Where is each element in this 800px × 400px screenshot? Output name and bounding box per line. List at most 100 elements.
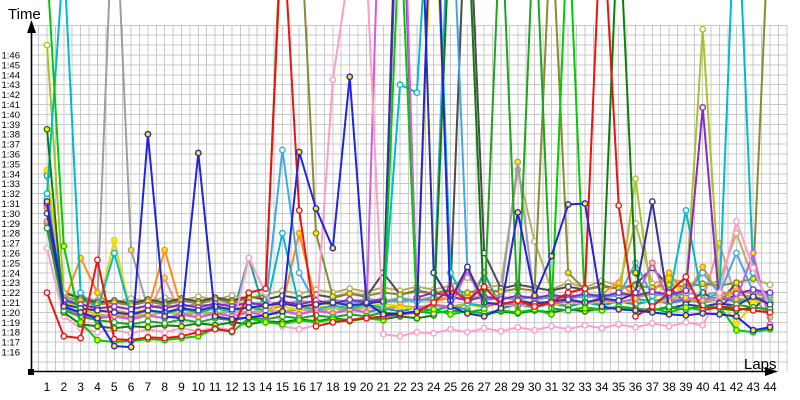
series-marker — [598, 324, 606, 332]
y-tick-label: 1:28 — [2, 229, 21, 240]
series-marker — [632, 175, 639, 183]
series-marker — [278, 229, 286, 237]
series-marker — [43, 244, 51, 252]
y-tick-label: 1:24 — [2, 268, 21, 279]
series-marker — [430, 329, 438, 337]
x-tick-label: 13 — [242, 380, 256, 394]
series-marker — [413, 307, 421, 315]
series-marker — [733, 217, 740, 225]
series-marker — [295, 325, 303, 333]
series-marker — [278, 320, 286, 328]
y-tick-label: 1:29 — [2, 219, 21, 230]
y-tick-label: 1:32 — [2, 189, 21, 200]
series-marker — [278, 146, 286, 154]
x-tick-label: 31 — [545, 380, 559, 394]
x-tick-label: 4 — [94, 380, 101, 394]
series-marker — [699, 309, 707, 317]
series-marker — [615, 305, 623, 313]
x-axis-title: Laps — [744, 356, 777, 373]
x-tick-label: 27 — [477, 380, 491, 394]
series-marker — [43, 224, 51, 232]
series-marker — [144, 323, 152, 331]
series-marker — [682, 318, 690, 326]
series-marker — [228, 327, 236, 335]
series-marker — [564, 325, 572, 333]
series-marker — [514, 297, 522, 304]
series-marker — [463, 328, 471, 336]
x-tick-label: 19 — [343, 380, 357, 394]
series-marker — [60, 242, 68, 250]
series-marker — [161, 246, 169, 254]
series-marker — [77, 334, 85, 342]
series-marker — [548, 322, 555, 330]
series-marker — [295, 269, 303, 277]
y-tick-label: 1:18 — [2, 328, 21, 339]
y-tick-label: 1:20 — [2, 308, 21, 319]
y-tick-label: 1:40 — [2, 110, 21, 121]
series-marker — [514, 323, 522, 331]
series-marker — [295, 229, 303, 237]
series-marker — [632, 312, 639, 320]
series-marker — [733, 312, 740, 320]
series-marker — [581, 304, 589, 312]
series-marker — [245, 289, 253, 296]
x-tick-label: 36 — [629, 380, 643, 394]
x-tick-label: 20 — [360, 380, 374, 394]
series-marker — [430, 305, 438, 313]
series-marker — [564, 201, 572, 208]
series-marker — [178, 314, 185, 322]
x-tick-label: 33 — [578, 380, 592, 394]
x-tick-label: 3 — [77, 380, 84, 394]
series-marker — [144, 333, 152, 341]
series-marker — [110, 308, 118, 316]
x-tick-label: 39 — [679, 380, 693, 394]
series-marker — [615, 320, 623, 328]
series-marker — [77, 289, 85, 296]
series-marker — [396, 81, 404, 89]
x-tick-label: 18 — [326, 380, 340, 394]
y-tick-label: 1:22 — [2, 288, 21, 299]
x-tick-label: 12 — [225, 380, 239, 394]
series-marker — [564, 283, 572, 291]
tick-labels: 1:161:171:181:191:201:211:221:231:241:25… — [2, 51, 777, 395]
x-tick-label: 42 — [730, 380, 744, 394]
series-marker — [766, 308, 774, 316]
series-marker — [295, 148, 303, 156]
series-marker — [110, 318, 118, 326]
axes — [27, 20, 778, 376]
x-tick-label: 32 — [562, 380, 576, 394]
series-marker — [396, 332, 404, 340]
series-marker — [262, 318, 269, 326]
y-tick-label: 1:25 — [2, 258, 21, 269]
series-marker — [463, 289, 471, 296]
series-marker — [161, 312, 169, 320]
series-marker — [581, 200, 589, 207]
series-marker — [447, 325, 454, 333]
x-tick-label: 10 — [192, 380, 206, 394]
x-tick-label: 35 — [612, 380, 626, 394]
series-marker — [716, 303, 723, 310]
series-marker — [548, 310, 555, 318]
series-marker — [144, 306, 152, 314]
series-marker — [110, 249, 118, 257]
series-marker — [43, 125, 51, 133]
series-marker — [94, 322, 101, 330]
x-tick-label: 28 — [494, 380, 508, 394]
series-marker — [766, 289, 774, 296]
y-tick-label: 1:33 — [2, 179, 21, 190]
series-marker — [648, 303, 656, 310]
series-marker — [245, 304, 253, 311]
y-tick-label: 1:34 — [2, 169, 21, 180]
series-marker — [480, 283, 488, 291]
series-marker — [648, 198, 656, 205]
series-marker — [682, 304, 690, 311]
series-marker — [43, 289, 51, 296]
series-marker — [716, 310, 723, 318]
series-marker — [94, 328, 101, 336]
series-marker — [648, 308, 656, 316]
series-marker — [615, 297, 623, 304]
series-marker — [564, 269, 572, 277]
series-marker — [733, 326, 740, 334]
series-marker — [211, 325, 219, 333]
series-marker — [110, 236, 118, 244]
